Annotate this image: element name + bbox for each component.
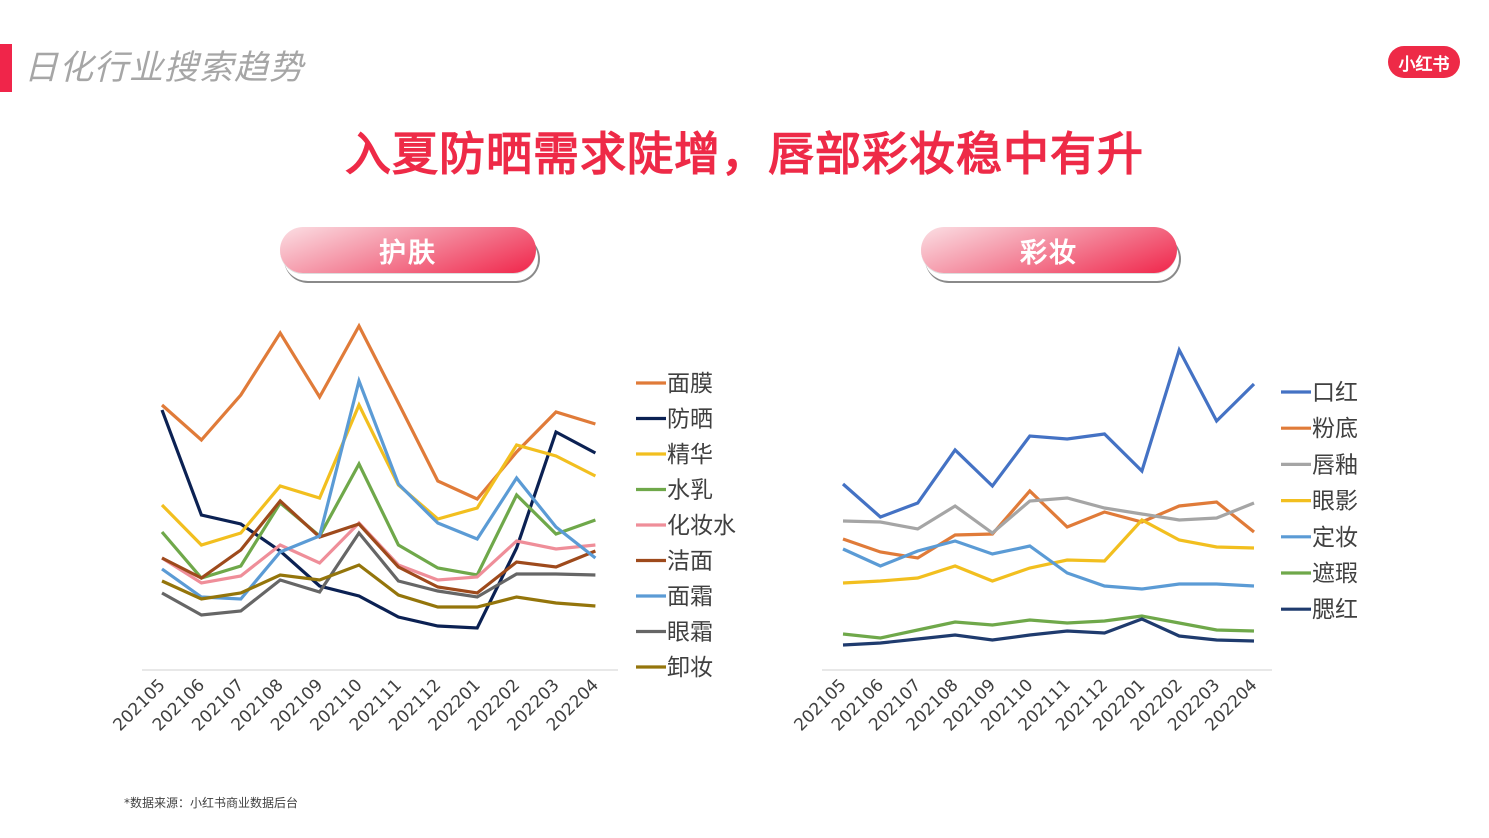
skincare-line-chart: 2021052021062021072021082021092021102021…: [109, 322, 736, 735]
legend-label: 水乳: [667, 478, 713, 504]
series-line-面膜: [160, 322, 596, 501]
legend-label: 防晒: [667, 407, 713, 433]
legend-label: 精华: [667, 442, 713, 468]
series-line-防晒: [160, 409, 597, 630]
series-line-定妆: [842, 539, 1255, 591]
series-line-精华: [160, 401, 597, 547]
series-line-眼霜: [161, 530, 596, 617]
legend-label: 粉底: [1312, 416, 1358, 442]
xiaohongshu-logo: 小红书: [1388, 46, 1460, 78]
series-line-洁面: [161, 498, 597, 595]
legend-label: 化妆水: [667, 513, 736, 539]
legend-label: 唇釉: [1312, 452, 1358, 478]
legend-label: 遮瑕: [1312, 561, 1358, 587]
skincare-pill: 护肤: [280, 227, 536, 273]
legend-label: 腮红: [1312, 597, 1358, 623]
section-title: 日化行业搜索趋势: [24, 48, 304, 88]
series-line-遮瑕: [842, 614, 1255, 640]
series-line-水乳: [160, 460, 596, 580]
series-line-腮红: [842, 617, 1255, 647]
legend-label: 眼霜: [667, 620, 713, 646]
skincare-panel-label: 护肤: [280, 227, 540, 283]
data-source-note: *数据来源：小红书商业数据后台: [124, 796, 299, 810]
series-line-粉底: [842, 488, 1256, 560]
legend-label: 面霜: [667, 584, 713, 610]
legend-label: 洁面: [667, 549, 713, 575]
legend-label: 定妆: [1312, 525, 1358, 551]
series-line-唇釉: [842, 496, 1255, 536]
series-line-面霜: [161, 375, 597, 601]
series-line-眼影: [842, 518, 1255, 585]
page-headline: 入夏防晒需求陡增，唇部彩妆稳中有升: [345, 127, 1144, 181]
series-line-卸妆: [161, 563, 596, 609]
legend-label: 面膜: [667, 371, 713, 397]
legend-label: 眼影: [1312, 489, 1358, 515]
makeup-line-chart: 2021052021062021072021082021092021102021…: [790, 345, 1358, 735]
legend-label: 卸妆: [667, 655, 713, 681]
makeup-pill: 彩妆: [921, 227, 1177, 273]
series-line-口红: [841, 345, 1256, 519]
title-accent-bar: [0, 44, 12, 92]
makeup-panel-label: 彩妆: [921, 227, 1181, 283]
legend-label: 口红: [1312, 380, 1358, 406]
